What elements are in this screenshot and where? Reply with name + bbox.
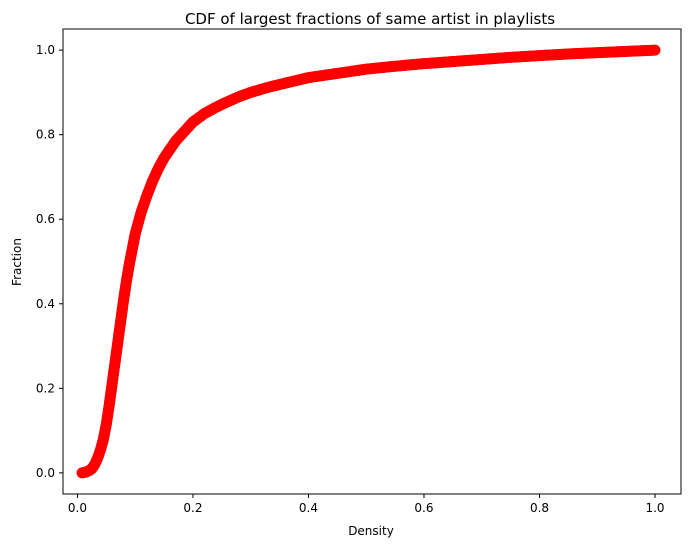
x-tick-label: 0.0 bbox=[68, 501, 87, 515]
x-axis-label: Density bbox=[348, 524, 394, 538]
y-axis: 0.0 0.2 0.4 0.6 0.8 1.0 bbox=[36, 43, 63, 480]
y-tick-label: 0.8 bbox=[36, 128, 55, 142]
plot-area bbox=[62, 28, 682, 495]
x-tick-label: 1.0 bbox=[645, 501, 664, 515]
plot-frame bbox=[62, 28, 682, 495]
x-tick-label: 0.6 bbox=[414, 501, 433, 515]
data-points bbox=[76, 44, 661, 479]
x-axis: 0.0 0.2 0.4 0.6 0.8 1.0 bbox=[68, 494, 665, 515]
y-tick-label: 0.0 bbox=[36, 466, 55, 480]
y-tick-label: 0.2 bbox=[36, 381, 55, 395]
data-point bbox=[649, 44, 661, 56]
y-tick-label: 0.6 bbox=[36, 212, 55, 226]
y-axis-label: Fraction bbox=[10, 238, 24, 286]
y-tick-label: 1.0 bbox=[36, 43, 55, 57]
chart-title: CDF of largest fractions of same artist … bbox=[185, 10, 555, 28]
x-tick-label: 0.4 bbox=[299, 501, 318, 515]
x-tick-label: 0.2 bbox=[183, 501, 202, 515]
x-tick-label: 0.8 bbox=[530, 501, 549, 515]
y-tick-label: 0.4 bbox=[36, 297, 55, 311]
